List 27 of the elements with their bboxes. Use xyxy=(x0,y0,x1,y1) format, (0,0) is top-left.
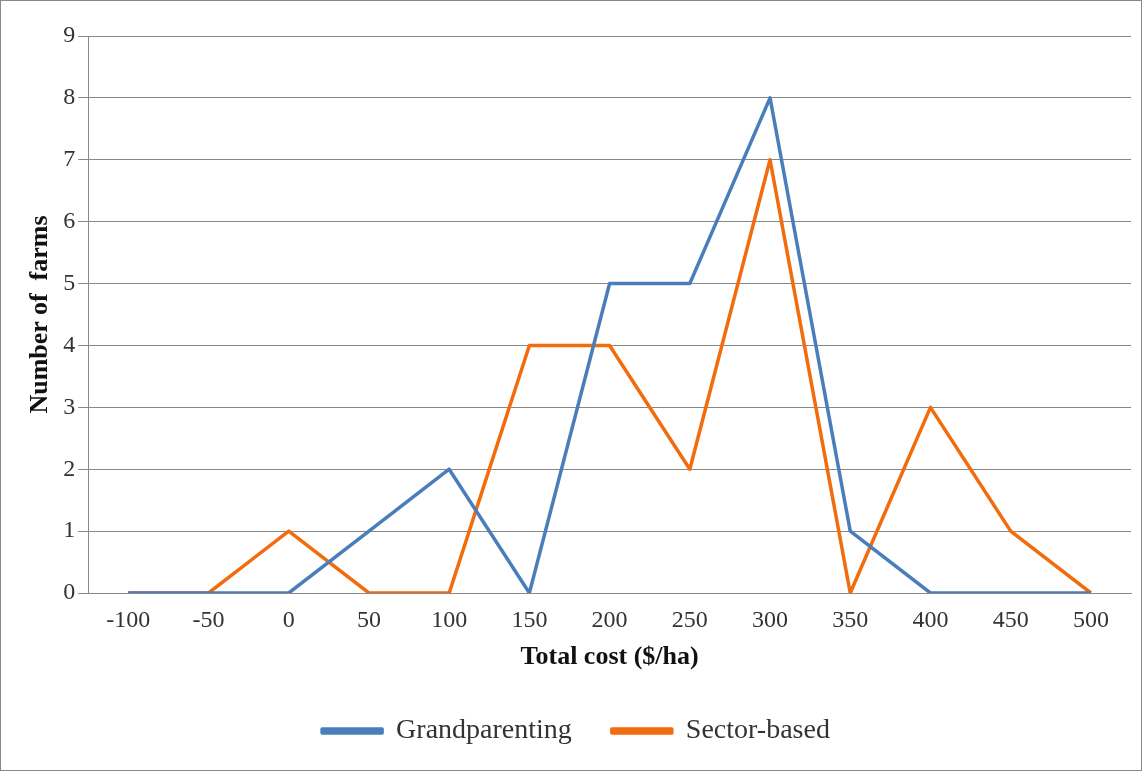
legend-label: Grandparenting xyxy=(396,713,572,745)
legend-label: Sector-based xyxy=(685,713,830,745)
y-tick-label: 4 xyxy=(63,330,76,357)
y-axis-title: Number of farms xyxy=(24,215,54,414)
x-tick-label: 450 xyxy=(992,605,1029,632)
y-tick-label: 5 xyxy=(63,268,76,295)
x-tick-label: 150 xyxy=(511,605,548,632)
x-tick-label: 500 xyxy=(1072,605,1109,632)
x-axis-title: Total cost ($/ha) xyxy=(520,641,699,671)
x-tick-label: -100 xyxy=(106,605,151,632)
x-tick-label: 350 xyxy=(832,605,869,632)
x-tick-label: 50 xyxy=(356,605,381,632)
y-tick-label: 6 xyxy=(63,206,76,233)
x-tick-label: 0 xyxy=(282,605,295,632)
y-tick-label: 9 xyxy=(63,21,76,48)
x-tick-label: 300 xyxy=(752,605,789,632)
x-tick-label: 250 xyxy=(671,605,708,632)
y-tick-label: 0 xyxy=(63,578,76,605)
y-tick-label: 2 xyxy=(63,454,76,481)
y-tick-label: 7 xyxy=(63,145,76,172)
x-tick-label: 200 xyxy=(591,605,628,632)
y-tick-label: 3 xyxy=(63,392,76,419)
y-tick-label: 8 xyxy=(63,83,76,110)
x-tick-label: 100 xyxy=(431,605,468,632)
x-tick-label: -50 xyxy=(192,605,225,632)
y-tick-label: 1 xyxy=(63,516,76,543)
x-tick-label: 400 xyxy=(912,605,949,632)
